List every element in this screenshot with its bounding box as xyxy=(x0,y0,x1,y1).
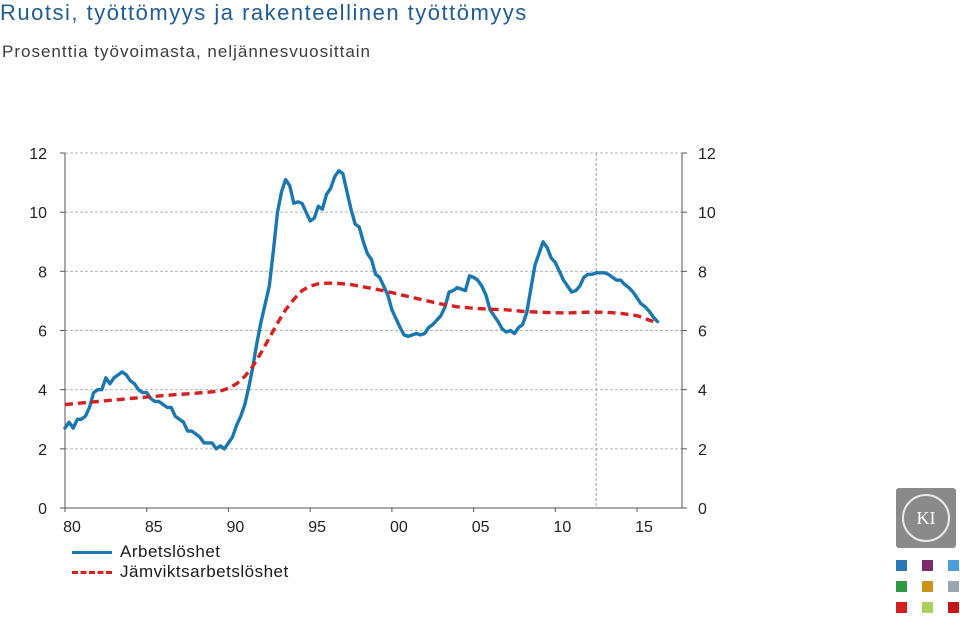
y-tick-label-right: 2 xyxy=(698,442,707,459)
series-line-arbetsloshet xyxy=(63,169,660,451)
ki-logo-text: KI xyxy=(916,507,936,528)
y-tick-label-right: 6 xyxy=(698,324,707,341)
legend-label: Arbetslöshet xyxy=(120,542,221,561)
legend-swatch-solid xyxy=(72,550,112,554)
logo-color-square xyxy=(948,602,959,613)
logo-color-square xyxy=(896,581,907,592)
x-tick-label: 00 xyxy=(390,519,408,536)
logo-color-square xyxy=(922,602,933,613)
legend-swatch-dashed xyxy=(72,570,112,574)
ki-seal: KI xyxy=(902,494,950,542)
y-tick-label-left: 12 xyxy=(29,146,47,163)
logo-color-squares xyxy=(896,560,959,613)
y-tick-label-left: 8 xyxy=(38,264,47,281)
y-tick-label-right: 10 xyxy=(698,205,716,222)
x-tick-label: 05 xyxy=(472,519,490,536)
y-tick-label-left: 6 xyxy=(38,324,47,341)
logo-color-square xyxy=(948,581,959,592)
grid-lines xyxy=(65,152,682,508)
ki-badge: KI xyxy=(896,488,956,548)
logo-color-square xyxy=(922,560,933,571)
y-tick-label-left: 0 xyxy=(38,501,47,518)
chart-subtitle: Prosenttia työvoimasta, neljännesvuositt… xyxy=(2,42,372,61)
x-tick-label: 15 xyxy=(635,519,653,536)
legend-item-jamviktsarbetsloshet: Jämviktsarbetslöshet xyxy=(72,562,289,582)
logo-color-square xyxy=(948,560,959,571)
y-tick-label-right: 12 xyxy=(698,146,716,163)
x-tick-label: 90 xyxy=(227,519,245,536)
x-tick-label: 85 xyxy=(145,519,163,536)
y-tick-label-right: 8 xyxy=(698,264,707,281)
x-tick-label: 80 xyxy=(63,519,81,536)
logo-color-square xyxy=(896,602,907,613)
ki-logo: KI xyxy=(896,488,959,613)
y-tick-label-right: 0 xyxy=(698,501,707,518)
logo-color-square xyxy=(922,581,933,592)
x-tick-label: 95 xyxy=(308,519,326,536)
y-tick-label-left: 4 xyxy=(38,383,47,400)
y-tick-label-left: 2 xyxy=(38,442,47,459)
legend-label: Jämviktsarbetslöshet xyxy=(120,562,289,581)
x-tick-label: 10 xyxy=(553,519,571,536)
series-line-jamviktsarbetsloshet xyxy=(64,281,654,407)
y-tick-label-left: 10 xyxy=(29,205,47,222)
y-tick-label-right: 4 xyxy=(698,383,707,400)
legend: Arbetslöshet Jämviktsarbetslöshet xyxy=(72,542,289,582)
chart-title: Ruotsi, työttömyys ja rakenteellinen työ… xyxy=(0,0,528,25)
logo-color-square xyxy=(896,560,907,571)
axes xyxy=(60,152,687,512)
series-lines xyxy=(63,169,660,451)
legend-item-arbetsloshet: Arbetslöshet xyxy=(72,542,289,562)
